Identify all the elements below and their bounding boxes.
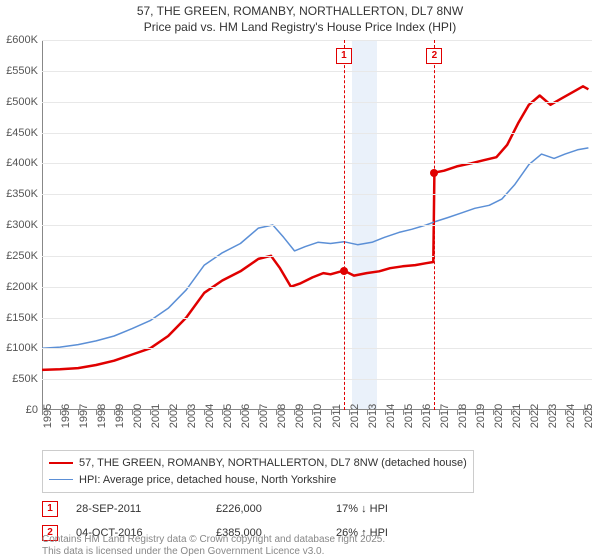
legend-swatch	[49, 462, 73, 464]
chart-area: £0£50K£100K£150K£200K£250K£300K£350K£400…	[42, 40, 592, 410]
y-axis-label: £600K	[6, 34, 38, 46]
y-gridline	[42, 40, 592, 41]
sale-price: £226,000	[216, 503, 336, 515]
y-gridline	[42, 163, 592, 164]
y-axis-label: £300K	[6, 219, 38, 231]
x-axis-label: 2018	[457, 404, 469, 428]
x-axis-label: 2003	[186, 404, 198, 428]
y-axis-label: £200K	[6, 281, 38, 293]
x-axis-label: 2004	[204, 404, 216, 428]
y-gridline	[42, 71, 592, 72]
sale-row-marker: 1	[42, 501, 58, 517]
x-axis-label: 2001	[150, 404, 162, 428]
x-axis-label: 2013	[367, 404, 379, 428]
sale-marker-box: 2	[426, 48, 442, 64]
legend-label: HPI: Average price, detached house, Nort…	[79, 474, 336, 486]
x-axis-label: 2020	[493, 404, 505, 428]
y-gridline	[42, 287, 592, 288]
y-axis-label: £500K	[6, 96, 38, 108]
x-axis-label: 1995	[42, 404, 54, 428]
y-gridline	[42, 348, 592, 349]
x-axis-label: 2014	[385, 404, 397, 428]
footer-line-1: Contains HM Land Registry data © Crown c…	[42, 534, 385, 546]
x-axis-label: 2015	[403, 404, 415, 428]
footer-line-2: This data is licensed under the Open Gov…	[42, 546, 385, 558]
sale-marker-vline	[434, 40, 435, 410]
y-gridline	[42, 256, 592, 257]
legend-box: 57, THE GREEN, ROMANBY, NORTHALLERTON, D…	[42, 450, 474, 493]
y-axis-label: £550K	[6, 65, 38, 77]
x-axis-label: 1998	[96, 404, 108, 428]
sale-marker-vline	[344, 40, 345, 410]
y-axis-label: £400K	[6, 157, 38, 169]
sale-delta: 17% ↓ HPI	[336, 503, 388, 515]
legend-label: 57, THE GREEN, ROMANBY, NORTHALLERTON, D…	[79, 457, 467, 469]
x-axis-label: 2023	[547, 404, 559, 428]
y-axis-label: £150K	[6, 312, 38, 324]
title-line-1: 57, THE GREEN, ROMANBY, NORTHALLERTON, D…	[0, 4, 600, 20]
x-axis-label: 2019	[475, 404, 487, 428]
y-gridline	[42, 194, 592, 195]
legend-item: 57, THE GREEN, ROMANBY, NORTHALLERTON, D…	[49, 455, 467, 472]
x-axis-label: 1999	[114, 404, 126, 428]
x-axis-label: 2007	[258, 404, 270, 428]
x-axis-label: 2022	[529, 404, 541, 428]
sale-point-dot	[430, 169, 438, 177]
x-axis-label: 2021	[511, 404, 523, 428]
x-axis-label: 2009	[294, 404, 306, 428]
title-block: 57, THE GREEN, ROMANBY, NORTHALLERTON, D…	[0, 0, 600, 35]
y-axis-label: £50K	[12, 373, 38, 385]
x-axis-label: 2016	[421, 404, 433, 428]
y-axis-label: £350K	[6, 188, 38, 200]
x-axis-label: 1996	[60, 404, 72, 428]
x-axis-label: 2002	[168, 404, 180, 428]
x-axis-label: 2025	[583, 404, 595, 428]
series-line-0	[42, 86, 588, 370]
x-axis-label: 2010	[312, 404, 324, 428]
x-axis-label: 2000	[132, 404, 144, 428]
y-gridline	[42, 133, 592, 134]
legend-area: 57, THE GREEN, ROMANBY, NORTHALLERTON, D…	[42, 450, 592, 541]
sale-marker-box: 1	[336, 48, 352, 64]
sale-point-dot	[340, 267, 348, 275]
x-axis-label: 2017	[439, 404, 451, 428]
x-axis-label: 2006	[240, 404, 252, 428]
y-gridline	[42, 379, 592, 380]
sale-row: 1 28-SEP-2011£226,00017% ↓ HPI	[42, 501, 592, 517]
x-axis-label: 2005	[222, 404, 234, 428]
x-axis-label: 2008	[276, 404, 288, 428]
legend-item: HPI: Average price, detached house, Nort…	[49, 472, 467, 489]
y-gridline	[42, 102, 592, 103]
sale-date: 28-SEP-2011	[76, 503, 216, 515]
footer: Contains HM Land Registry data © Crown c…	[42, 534, 385, 558]
chart-container: 57, THE GREEN, ROMANBY, NORTHALLERTON, D…	[0, 0, 600, 560]
legend-swatch	[49, 479, 73, 480]
y-gridline	[42, 225, 592, 226]
title-line-2: Price paid vs. HM Land Registry's House …	[0, 20, 600, 36]
y-axis-label: £100K	[6, 342, 38, 354]
x-axis-label: 2012	[349, 404, 361, 428]
x-axis-label: 1997	[78, 404, 90, 428]
y-gridline	[42, 318, 592, 319]
x-axis-label: 2011	[331, 404, 343, 428]
x-axis-label: 2024	[565, 404, 577, 428]
y-axis-label: £250K	[6, 250, 38, 262]
y-axis-label: £450K	[6, 127, 38, 139]
y-axis-label: £0	[26, 404, 38, 416]
